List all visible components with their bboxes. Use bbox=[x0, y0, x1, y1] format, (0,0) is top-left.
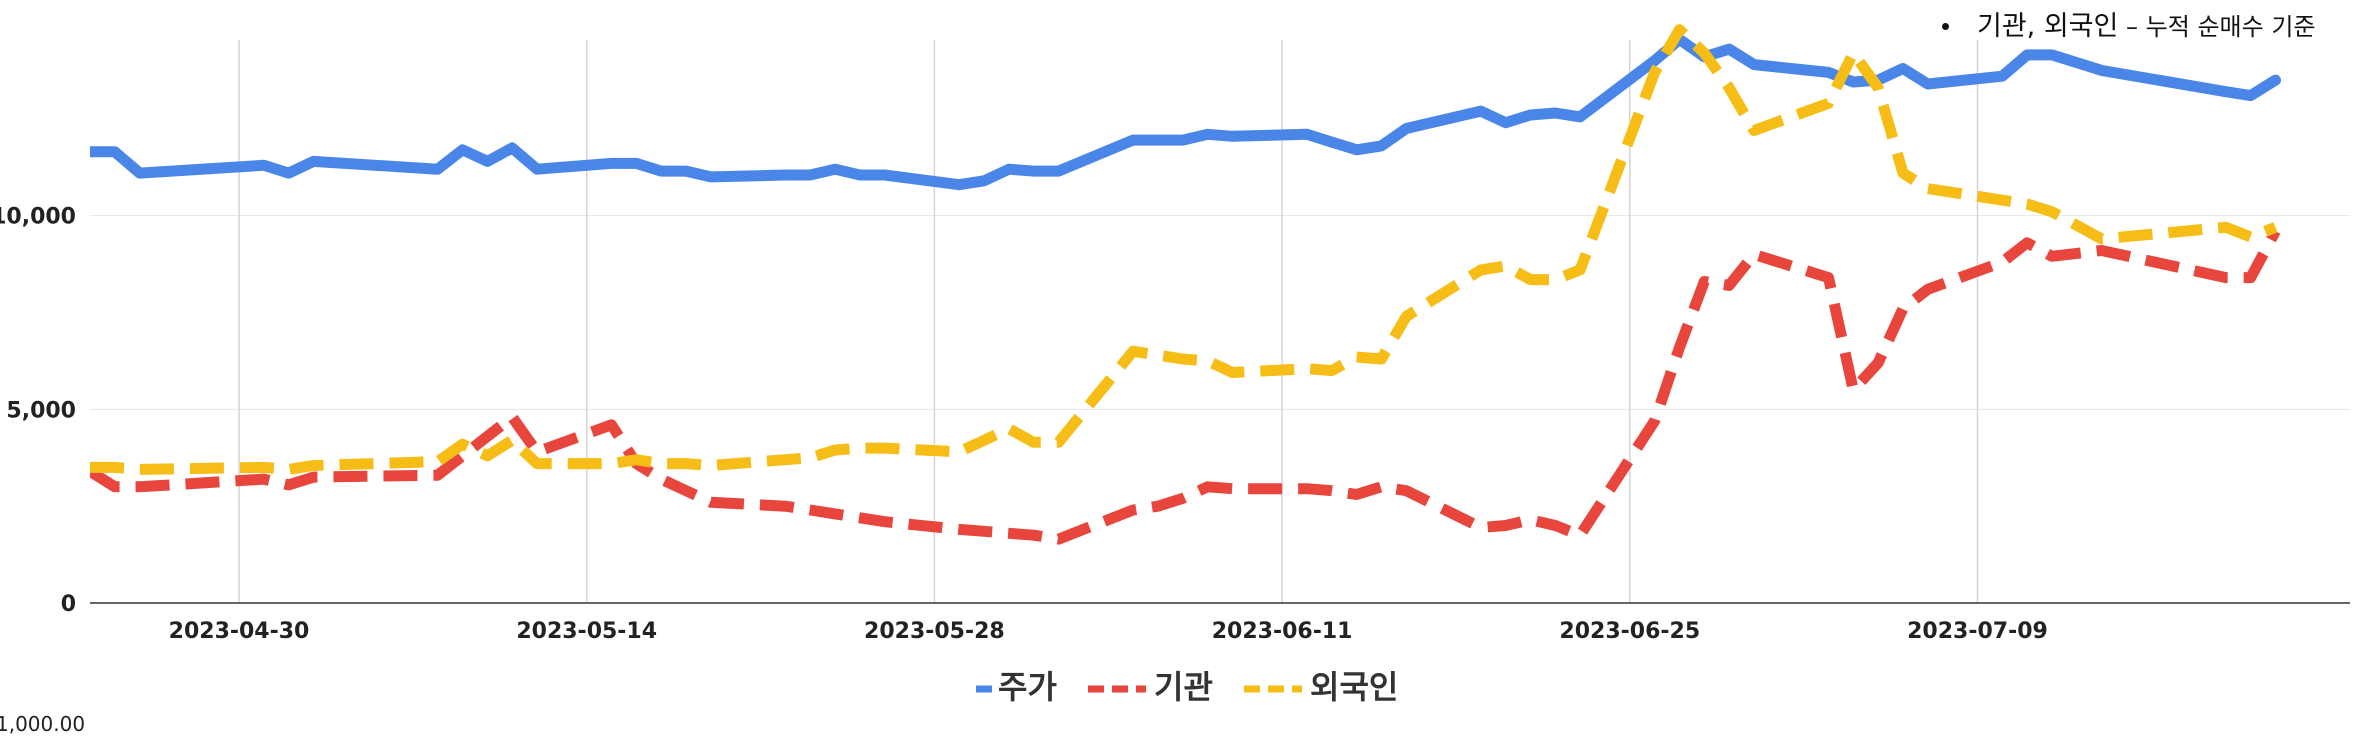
x-tick-label: 2023-04-30 bbox=[169, 619, 310, 644]
y-tick-label: 10,000 bbox=[0, 205, 76, 230]
note-dash: – bbox=[2126, 13, 2139, 41]
bullet-icon bbox=[1942, 22, 1949, 30]
x-tick-label: 2023-06-25 bbox=[1559, 619, 1700, 644]
x-tick-label: 2023-06-11 bbox=[1212, 619, 1353, 644]
x-tick-label: 2023-05-28 bbox=[864, 619, 1005, 644]
note-detail: 누적 순매수 기준 bbox=[2145, 13, 2316, 41]
x-tick-label: 2023-05-14 bbox=[516, 619, 657, 644]
x-tick-label: 2023-07-09 bbox=[1907, 619, 2048, 644]
y-tick-label: 5,000 bbox=[6, 398, 76, 423]
series-line-0 bbox=[90, 33, 2281, 191]
chart-note: 기관, 외국인 – 누적 순매수 기준 bbox=[1942, 4, 2315, 43]
note-main: 기관, 외국인 bbox=[1977, 11, 2119, 42]
series-line-2 bbox=[90, 24, 2278, 475]
y-tick-label: 0 bbox=[61, 592, 76, 617]
bottom-cut-off-label: 1,000.00 bbox=[0, 712, 86, 736]
series-line-1 bbox=[90, 228, 2281, 545]
legend-label: 기관 bbox=[1154, 668, 1213, 706]
legend-label: 외국인 bbox=[1310, 668, 1398, 706]
legend-label: 주가 bbox=[998, 668, 1057, 706]
